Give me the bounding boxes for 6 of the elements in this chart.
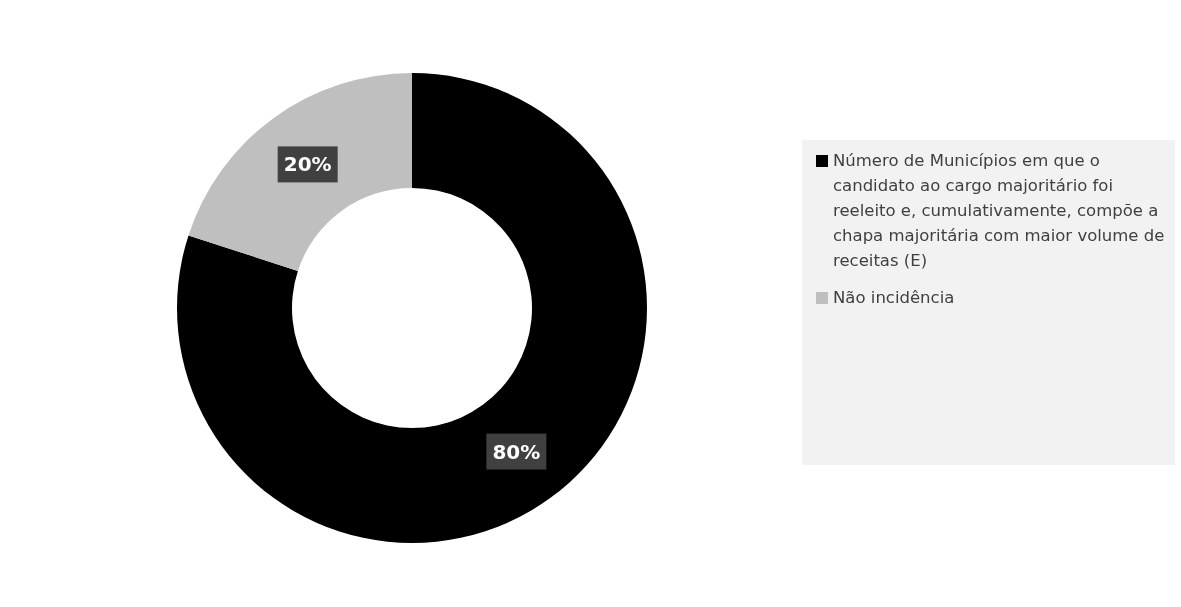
donut-slice [188,73,412,271]
legend-label: Não incidência [833,287,955,309]
legend-label: Número de Municípios em que o candidato ao cargo majoritário foi reeleito e, cumulativamente, compõe a chapa majoritária com maior volume de receitas (E) [833,150,1165,272]
data-label: 80% [492,439,541,464]
data-label: 20% [283,152,332,177]
donut-slice [177,73,647,543]
